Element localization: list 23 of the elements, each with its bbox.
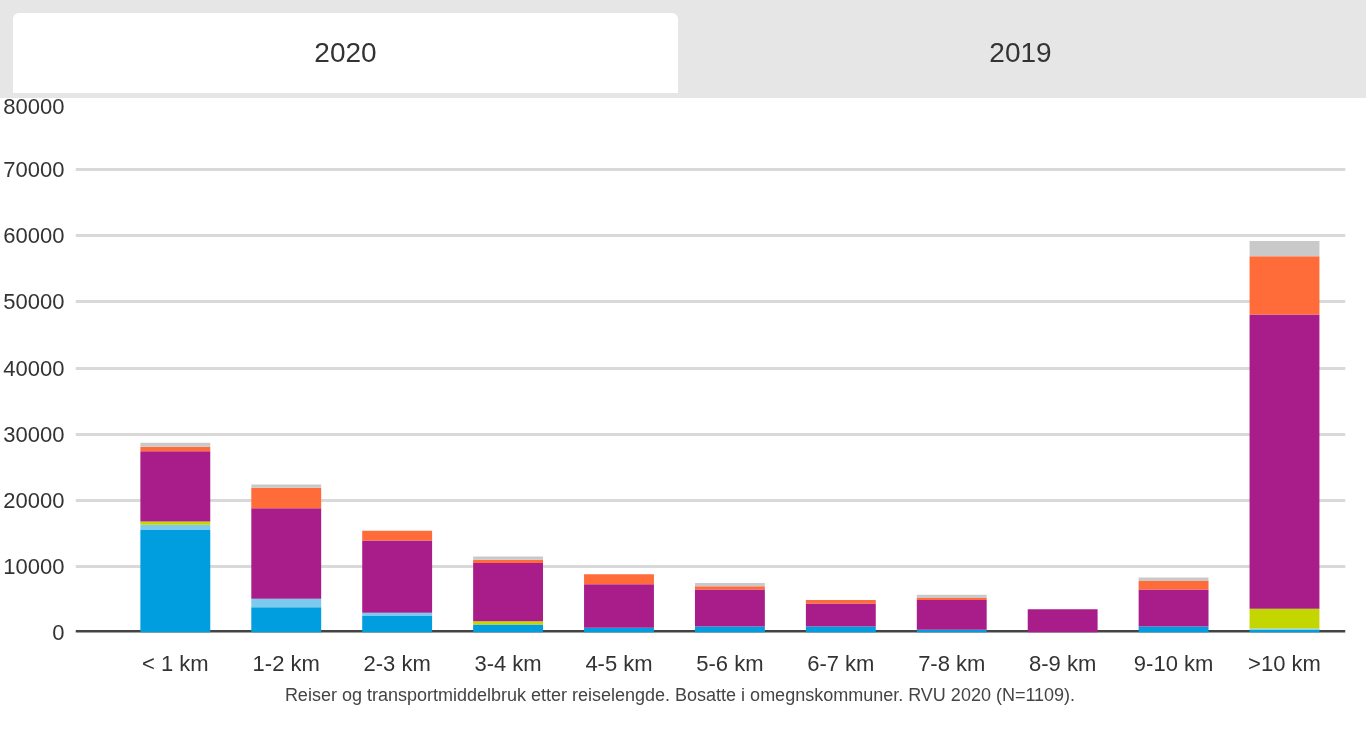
y-tick-label: 50000 — [3, 289, 65, 315]
x-tick-label: 9-10 km — [1133, 650, 1214, 676]
x-tick-label: 4-5 km — [585, 650, 653, 676]
x-tick-label: 1-2 km — [252, 650, 320, 676]
y-tick-label: 0 — [52, 620, 65, 645]
x-tick-label: 2-3 km — [363, 650, 431, 676]
x-tick-label: 8-9 km — [1029, 650, 1097, 676]
x-tick-label: 3-4 km — [474, 650, 542, 676]
y-tick-label: 70000 — [3, 157, 65, 183]
y-tick-label: 40000 — [3, 355, 65, 381]
y-tick-label: 60000 — [3, 223, 65, 249]
text: Reiser og transportmiddelbruk etter reiselengde. Bosatte i omegnskommuner. RVU 2020 (N=1109). — [284, 684, 1076, 707]
text: 2020 — [314, 36, 377, 70]
y-tick-label: 80000 — [3, 93, 65, 119]
x-tick-label: 7-8 km — [918, 650, 986, 676]
y-tick-label: 30000 — [3, 421, 65, 447]
x-tick-label: 6-7 km — [807, 650, 875, 676]
text: 2019 — [989, 36, 1052, 70]
x-tick-label: >10 km — [1248, 650, 1321, 676]
y-tick-label: 20000 — [3, 487, 65, 513]
x-tick-label: < 1 km — [142, 650, 209, 676]
y-tick-label: 10000 — [3, 553, 65, 579]
x-tick-label: 5-6 km — [696, 650, 764, 676]
